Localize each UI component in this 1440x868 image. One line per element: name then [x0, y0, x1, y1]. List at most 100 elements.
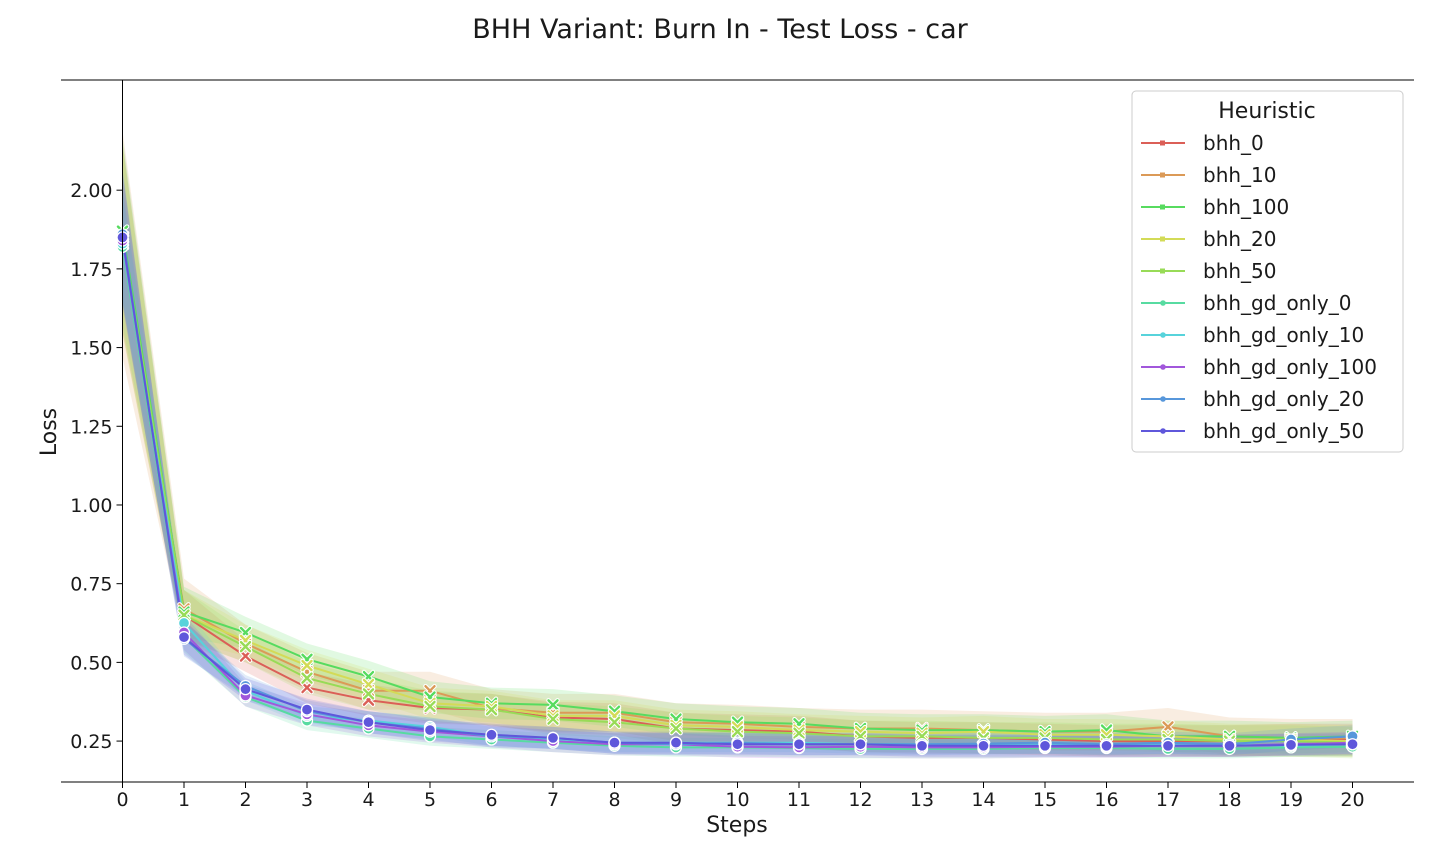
x-tick-label: 8 — [608, 789, 620, 811]
legend-marker — [1160, 204, 1165, 210]
point-bhh_gd_only_50 — [1100, 739, 1113, 752]
point-bhh_50 — [792, 726, 806, 740]
point-mark — [239, 640, 252, 653]
legend-label: bhh_gd_only_20 — [1203, 387, 1364, 411]
x-tick-label: 16 — [1094, 789, 1118, 811]
point-bhh_gd_only_50 — [915, 739, 929, 752]
point-mark — [608, 716, 621, 728]
x-tick-label: 10 — [725, 789, 749, 811]
point-bhh_gd_only_50 — [1223, 739, 1236, 752]
point-bhh_gd_only_50 — [669, 736, 683, 749]
x-tick-label: 11 — [787, 789, 811, 811]
point-bhh_gd_only_50 — [731, 738, 744, 751]
x-tick-label: 20 — [1340, 789, 1364, 811]
point-bhh_50 — [669, 721, 683, 736]
x-axis-label: Steps — [706, 813, 768, 838]
axes: 0 1 2 3 4 5 6 7 8 9 10 11 12 13 14 15 16 17 18 19 200.250.50… — [61, 79, 1414, 811]
x-tick-label: 6 — [485, 789, 497, 811]
point-bhh_gd_only_50 — [977, 739, 990, 752]
legend-box — [1131, 90, 1404, 453]
point-mark — [362, 678, 375, 691]
x-tick-label: 9 — [670, 789, 682, 811]
point-mark — [485, 703, 498, 716]
point-bhh_gd_only_50 — [1038, 739, 1052, 752]
legend-marker — [1160, 396, 1166, 402]
legend-label: bhh_10 — [1203, 163, 1277, 187]
legend-item: bhh_gd_only_50 — [1141, 419, 1364, 443]
y-axis-label: Loss — [37, 408, 62, 456]
point-bhh_gd_only_50 — [854, 738, 867, 751]
point-bhh_gd_only_50 — [608, 736, 621, 749]
legend-label: bhh_50 — [1203, 259, 1277, 283]
legend-item: bhh_gd_only_20 — [1141, 387, 1364, 411]
x-tick-label: 1 — [178, 789, 190, 811]
point-bhh_50 — [238, 639, 253, 654]
legend-item: bhh_50 — [1141, 259, 1277, 283]
point-bhh_gd_only_50 — [177, 631, 191, 644]
point-mark — [547, 713, 559, 725]
point-bhh_50 — [361, 687, 376, 701]
legend-marker — [1160, 364, 1166, 370]
y-tick-label: 1.25 — [70, 416, 112, 438]
y-tick-label: 1.75 — [70, 259, 112, 281]
point-mark — [424, 700, 436, 713]
point-bhh_50 — [484, 702, 499, 717]
point-mark — [301, 681, 313, 694]
x-tick-label: 12 — [848, 789, 872, 811]
legend-label: bhh_0 — [1203, 131, 1264, 155]
legend-label: bhh_gd_only_100 — [1203, 355, 1377, 379]
legend-label: bhh_gd_only_50 — [1203, 419, 1364, 443]
point-mark — [793, 727, 805, 739]
x-tick-label: 5 — [424, 789, 436, 811]
x-tick-label: 2 — [239, 789, 251, 811]
point-mark — [239, 650, 252, 662]
point-bhh_gd_only_50 — [546, 731, 560, 745]
x-tick-label: 7 — [547, 789, 559, 811]
x-tick-label: 17 — [1156, 789, 1180, 811]
point-bhh_gd_only_50 — [485, 728, 498, 741]
legend-marker — [1160, 268, 1165, 274]
point-bhh_0 — [300, 680, 314, 695]
legend-item: bhh_10 — [1141, 163, 1277, 187]
legend-marker — [1160, 332, 1166, 338]
legend-title: Heuristic — [1218, 99, 1315, 124]
point-mark — [362, 688, 375, 700]
point-mark — [1162, 721, 1174, 733]
x-tick-label: 18 — [1217, 789, 1241, 811]
point-bhh_20 — [300, 658, 314, 673]
point-bhh_gd_only_50 — [300, 703, 314, 716]
y-tick-label: 0.25 — [70, 731, 112, 753]
legend: Heuristic bhh_0 bhh_10 bhh_100 bhh_20 bhh_50b… — [1131, 90, 1404, 453]
legend-label: bhh_gd_only_0 — [1203, 291, 1351, 315]
point-bhh_100 — [546, 698, 560, 712]
point-bhh_gd_only_50 — [792, 738, 806, 751]
point-bhh_50 — [423, 699, 437, 714]
point-bhh_0 — [238, 649, 253, 663]
point-bhh_50 — [730, 724, 745, 739]
legend-item: bhh_0 — [1141, 131, 1264, 155]
legend-marker — [1160, 236, 1165, 242]
y-tick-label: 2.00 — [70, 180, 112, 202]
y-tick-label: 1.00 — [70, 495, 112, 517]
legend-item: bhh_20 — [1141, 227, 1277, 251]
chart-title: BHH Variant: Burn In - Test Loss - car — [472, 14, 968, 45]
legend-label: bhh_100 — [1203, 195, 1289, 219]
point-bhh_50 — [607, 715, 622, 729]
series-markers — [115, 224, 1360, 756]
point-mark — [731, 725, 744, 738]
point-bhh_50 — [546, 712, 560, 726]
point-mark — [301, 659, 313, 672]
point-bhh_gd_only_50 — [239, 682, 252, 696]
x-tick-label: 4 — [362, 789, 374, 811]
y-tick-label: 0.50 — [70, 652, 112, 674]
x-tick-label: 3 — [301, 789, 313, 811]
x-tick-label: 13 — [910, 789, 934, 811]
point-bhh_10 — [1161, 720, 1175, 734]
legend-marker — [1160, 172, 1165, 178]
point-mark — [301, 672, 313, 684]
point-bhh_20 — [361, 677, 376, 692]
point-bhh_50 — [300, 671, 314, 685]
point-mark — [670, 722, 682, 735]
